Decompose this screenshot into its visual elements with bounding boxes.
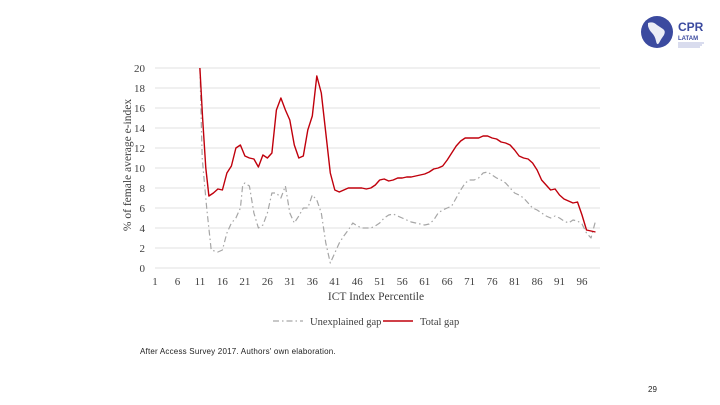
- x-axis-ticks: 1 6 11 16 21 26 31 36 41 46 51 56 61 66 71 76 81 86 91 96: [152, 276, 588, 288]
- x-tick-label: 71: [464, 276, 475, 288]
- y-tick-label: 12: [134, 143, 145, 155]
- gridlines: [155, 67, 600, 269]
- x-tick-label: 61: [419, 276, 430, 288]
- x-tick-label: 26: [262, 276, 274, 288]
- logo-continent-icon: [648, 22, 665, 45]
- series-line-total-gap: [199, 67, 596, 233]
- y-tick-label: 14: [134, 123, 146, 135]
- source-note: After Access Survey 2017. Authors' own e…: [140, 347, 336, 356]
- cpr-latam-logo: CPR LATAM: [641, 16, 704, 48]
- x-tick-label: 16: [217, 276, 229, 288]
- y-tick-label: 18: [134, 83, 146, 95]
- x-tick-label: 96: [577, 276, 589, 288]
- y-axis-title: % of female average e-index: [122, 99, 134, 231]
- x-tick-label: 6: [175, 276, 181, 288]
- y-tick-label: 0: [140, 263, 146, 275]
- y-tick-label: 20: [134, 63, 146, 75]
- y-tick-label: 4: [140, 223, 146, 235]
- x-tick-label: 36: [307, 276, 319, 288]
- page-number: 29: [648, 385, 657, 394]
- legend-label-unexplained-gap: Unexplained gap: [310, 317, 381, 328]
- x-tick-label: 81: [509, 276, 520, 288]
- y-tick-label: 6: [140, 203, 146, 215]
- y-tick-label: 8: [140, 183, 146, 195]
- legend: Unexplained gap Total gap: [273, 317, 459, 328]
- x-axis-title: ICT Index Percentile: [328, 291, 424, 303]
- x-tick-label: 41: [329, 276, 340, 288]
- x-tick-label: 91: [554, 276, 565, 288]
- y-axis-ticks: 0 2 4 6 8 10 12 14 16 18 20: [134, 63, 146, 275]
- y-tick-label: 10: [134, 163, 146, 175]
- y-tick-label: 16: [134, 103, 146, 115]
- logo-sub: LATAM: [678, 36, 698, 42]
- x-tick-label: 76: [487, 276, 499, 288]
- series-line-unexplained-gap: [199, 67, 597, 264]
- x-tick-label: 66: [442, 276, 454, 288]
- series-layer: [199, 67, 597, 264]
- x-tick-label: 56: [397, 276, 409, 288]
- x-tick-label: 51: [374, 276, 385, 288]
- x-tick-label: 31: [284, 276, 295, 288]
- x-tick-label: 46: [352, 276, 364, 288]
- x-tick-label: 21: [239, 276, 250, 288]
- y-tick-label: 2: [140, 243, 146, 255]
- legend-label-total-gap: Total gap: [420, 317, 459, 328]
- x-tick-label: 1: [152, 276, 158, 288]
- x-tick-label: 11: [195, 276, 206, 288]
- logo-name: CPR: [678, 20, 704, 34]
- x-tick-label: 86: [532, 276, 544, 288]
